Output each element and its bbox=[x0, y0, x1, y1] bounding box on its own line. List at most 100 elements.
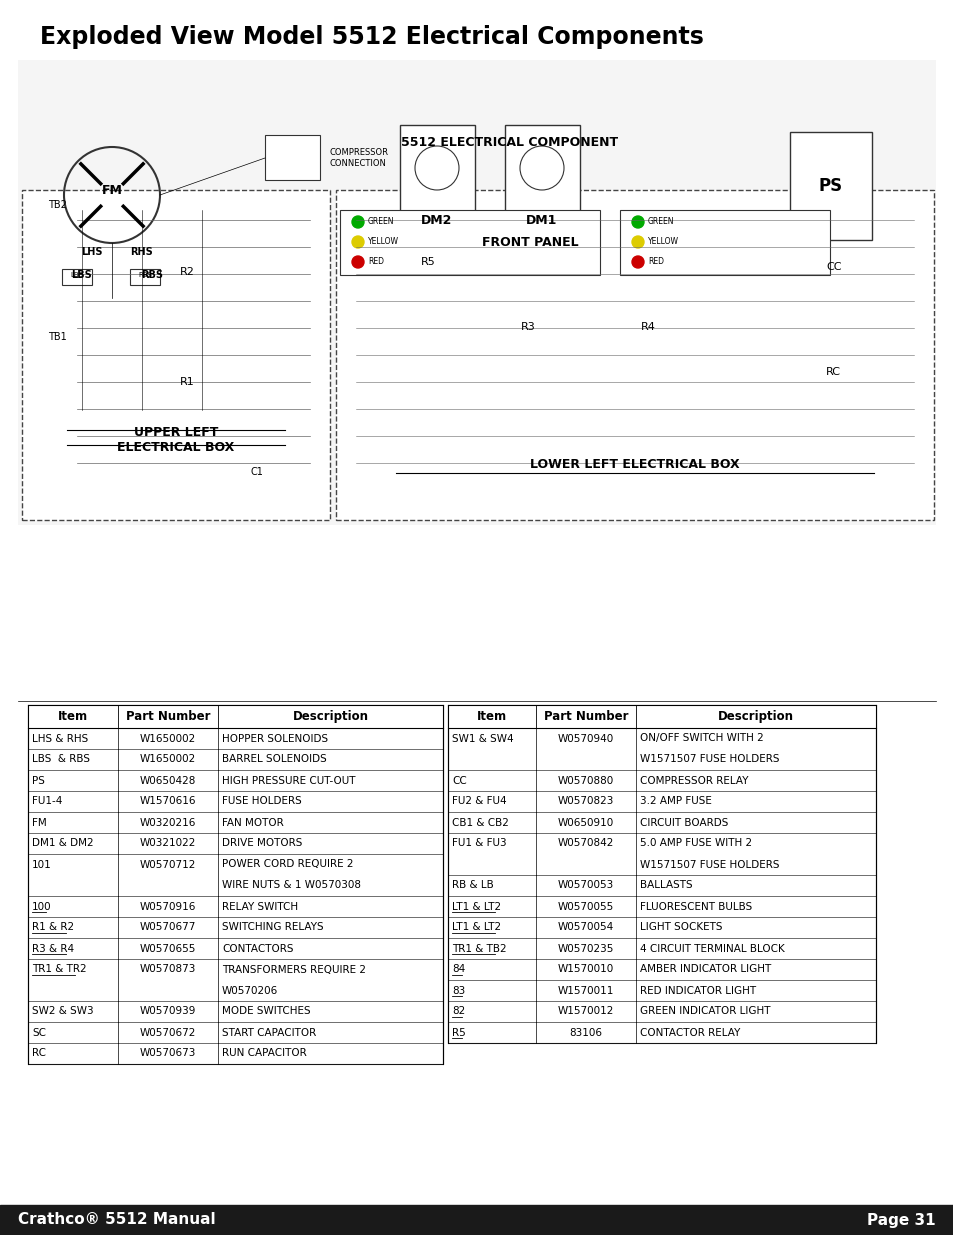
Text: CC: CC bbox=[452, 776, 466, 785]
Bar bbox=[265, 135, 319, 180]
Text: RED INDICATOR LIGHT: RED INDICATOR LIGHT bbox=[639, 986, 756, 995]
Text: LT1 & LT2: LT1 & LT2 bbox=[452, 902, 500, 911]
Text: W0570873: W0570873 bbox=[140, 965, 196, 974]
Text: W0570055: W0570055 bbox=[558, 902, 614, 911]
Text: RC: RC bbox=[32, 1049, 46, 1058]
Text: UPPER LEFT
ELECTRICAL BOX: UPPER LEFT ELECTRICAL BOX bbox=[117, 426, 234, 454]
Text: W0570053: W0570053 bbox=[558, 881, 614, 890]
Text: COMPRESSOR
CONNECTION: COMPRESSOR CONNECTION bbox=[330, 148, 389, 168]
Text: PS: PS bbox=[32, 776, 45, 785]
Text: Part Number: Part Number bbox=[126, 710, 210, 722]
Text: RBS: RBS bbox=[138, 272, 152, 278]
Text: W1570616: W1570616 bbox=[139, 797, 196, 806]
Text: TRANSFORMERS REQUIRE 2: TRANSFORMERS REQUIRE 2 bbox=[222, 965, 366, 974]
Bar bbox=[18, 61, 935, 525]
Text: W1571507 FUSE HOLDERS: W1571507 FUSE HOLDERS bbox=[639, 755, 779, 764]
Text: HIGH PRESSURE CUT-OUT: HIGH PRESSURE CUT-OUT bbox=[222, 776, 355, 785]
Text: FU1 & FU3: FU1 & FU3 bbox=[452, 839, 506, 848]
Text: W0321022: W0321022 bbox=[140, 839, 196, 848]
Text: W0650910: W0650910 bbox=[558, 818, 614, 827]
Bar bbox=[789, 132, 871, 240]
Text: LBS: LBS bbox=[71, 272, 83, 278]
Bar bbox=[504, 125, 579, 240]
Text: W0570940: W0570940 bbox=[558, 734, 614, 743]
Text: WIRE NUTS & 1 W0570308: WIRE NUTS & 1 W0570308 bbox=[222, 881, 360, 890]
Text: W0570842: W0570842 bbox=[558, 839, 614, 848]
Text: W1650002: W1650002 bbox=[140, 734, 196, 743]
Text: Page 31: Page 31 bbox=[866, 1213, 935, 1228]
Text: W0570823: W0570823 bbox=[558, 797, 614, 806]
Text: GREEN: GREEN bbox=[368, 217, 395, 226]
Text: LOWER LEFT ELECTRICAL BOX: LOWER LEFT ELECTRICAL BOX bbox=[530, 458, 739, 472]
Text: 83106: 83106 bbox=[569, 1028, 602, 1037]
Text: W0570206: W0570206 bbox=[222, 986, 278, 995]
Text: GREEN: GREEN bbox=[647, 217, 674, 226]
Text: RED: RED bbox=[368, 258, 384, 267]
Text: RBS: RBS bbox=[141, 270, 163, 280]
Bar bbox=[28, 705, 442, 1065]
Text: W1570011: W1570011 bbox=[558, 986, 614, 995]
Text: 5512 ELECTRICAL COMPONENT: 5512 ELECTRICAL COMPONENT bbox=[401, 136, 618, 148]
Text: LIGHT SOCKETS: LIGHT SOCKETS bbox=[639, 923, 721, 932]
Circle shape bbox=[352, 236, 364, 248]
Text: W0320216: W0320216 bbox=[140, 818, 196, 827]
Text: W0570712: W0570712 bbox=[140, 860, 196, 869]
Text: W0570677: W0570677 bbox=[140, 923, 196, 932]
Text: POWER CORD REQUIRE 2: POWER CORD REQUIRE 2 bbox=[222, 860, 354, 869]
Bar bbox=[448, 705, 875, 727]
Text: FUSE HOLDERS: FUSE HOLDERS bbox=[222, 797, 301, 806]
Text: PS: PS bbox=[818, 177, 842, 195]
Text: CB1 & CB2: CB1 & CB2 bbox=[452, 818, 508, 827]
Text: DM1: DM1 bbox=[526, 214, 558, 226]
Text: DRIVE MOTORS: DRIVE MOTORS bbox=[222, 839, 302, 848]
Text: RELAY SWITCH: RELAY SWITCH bbox=[222, 902, 297, 911]
Bar bbox=[339, 210, 599, 275]
Text: BALLASTS: BALLASTS bbox=[639, 881, 692, 890]
Text: RED: RED bbox=[647, 258, 663, 267]
Text: CONTACTORS: CONTACTORS bbox=[222, 944, 294, 953]
Bar bbox=[28, 705, 442, 727]
Bar bbox=[399, 125, 475, 240]
Text: W1571507 FUSE HOLDERS: W1571507 FUSE HOLDERS bbox=[639, 860, 779, 869]
Text: GREEN INDICATOR LIGHT: GREEN INDICATOR LIGHT bbox=[639, 1007, 770, 1016]
Text: HOPPER SOLENOIDS: HOPPER SOLENOIDS bbox=[222, 734, 328, 743]
Text: R1: R1 bbox=[179, 377, 194, 387]
Text: W0570235: W0570235 bbox=[558, 944, 614, 953]
Circle shape bbox=[631, 236, 643, 248]
Text: W0570054: W0570054 bbox=[558, 923, 614, 932]
Text: 84: 84 bbox=[452, 965, 465, 974]
Text: TB2: TB2 bbox=[48, 200, 67, 210]
Text: TR1 & TR2: TR1 & TR2 bbox=[32, 965, 87, 974]
Circle shape bbox=[352, 256, 364, 268]
Text: W0650428: W0650428 bbox=[140, 776, 196, 785]
Text: CIRCUIT BOARDS: CIRCUIT BOARDS bbox=[639, 818, 727, 827]
Text: Exploded View Model 5512 Electrical Components: Exploded View Model 5512 Electrical Comp… bbox=[40, 25, 703, 49]
Text: FM: FM bbox=[101, 184, 122, 196]
Text: W0570673: W0570673 bbox=[140, 1049, 196, 1058]
Text: FAN MOTOR: FAN MOTOR bbox=[222, 818, 283, 827]
Text: AMBER INDICATOR LIGHT: AMBER INDICATOR LIGHT bbox=[639, 965, 770, 974]
Text: 4 CIRCUIT TERMINAL BLOCK: 4 CIRCUIT TERMINAL BLOCK bbox=[639, 944, 784, 953]
Text: Description: Description bbox=[293, 710, 368, 722]
Text: SW2 & SW3: SW2 & SW3 bbox=[32, 1007, 93, 1016]
Text: Part Number: Part Number bbox=[543, 710, 628, 722]
Text: R1 & R2: R1 & R2 bbox=[32, 923, 74, 932]
Text: R5: R5 bbox=[420, 257, 436, 267]
Bar bbox=[448, 705, 875, 1044]
Text: YELLOW: YELLOW bbox=[647, 237, 679, 247]
Bar bbox=[335, 190, 933, 520]
Text: FU1-4: FU1-4 bbox=[32, 797, 62, 806]
Bar bbox=[62, 269, 91, 285]
Text: 101: 101 bbox=[32, 860, 51, 869]
Text: RHS: RHS bbox=[131, 247, 153, 257]
Text: 82: 82 bbox=[452, 1007, 465, 1016]
Text: 100: 100 bbox=[32, 902, 51, 911]
Bar bbox=[22, 190, 330, 520]
Text: TB1: TB1 bbox=[48, 332, 67, 342]
Bar bbox=[130, 269, 160, 285]
Bar bbox=[619, 210, 829, 275]
Text: R5: R5 bbox=[452, 1028, 465, 1037]
Text: CC: CC bbox=[825, 262, 841, 272]
Text: RB & LB: RB & LB bbox=[452, 881, 494, 890]
Circle shape bbox=[352, 216, 364, 228]
